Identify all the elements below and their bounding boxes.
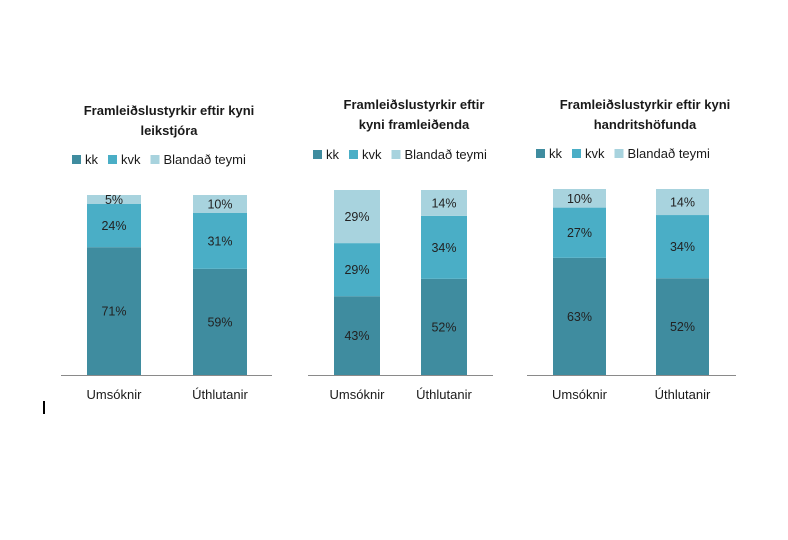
chart-2: Framleiðslustyrkir eftir kyni framleiðend… [308, 97, 493, 402]
data-label: 27% [567, 226, 592, 240]
data-label: 43% [344, 329, 369, 343]
legend-label: Blandað teymi [628, 146, 710, 161]
bar-segment-blandad [553, 189, 606, 208]
data-label: 31% [207, 234, 232, 248]
bar-segment-kvk [87, 204, 141, 248]
chart-title-line: Framleiðslustyrkir eftir [344, 97, 485, 112]
category-label: Úthlutanir [192, 387, 248, 402]
category-label: Umsóknir [87, 387, 143, 402]
chart-3: Framleiðslustyrkir eftir kyni handritshöf… [527, 97, 736, 402]
data-label: 14% [431, 196, 456, 210]
legend-label: kk [549, 146, 563, 161]
category-label: Umsóknir [552, 387, 608, 402]
legend-label: Blandað teymi [164, 152, 246, 167]
data-label: 52% [670, 320, 695, 334]
data-label: 5% [105, 193, 123, 207]
data-label: 10% [207, 198, 232, 212]
legend-label: kvk [585, 146, 605, 161]
legend-label: Blandað teymi [405, 147, 487, 162]
data-label: 59% [207, 315, 232, 329]
bar-segment-blandad [421, 190, 467, 216]
bar-segment-kk [334, 296, 380, 375]
category-label: Úthlutanir [416, 387, 472, 402]
bar-segment-kk [421, 278, 467, 375]
chart-title-line: Framleiðslustyrkir eftir kyni [84, 103, 255, 118]
legend-swatch-kvk [572, 149, 581, 158]
data-label: 24% [101, 219, 126, 233]
legend-swatch-kk [72, 155, 81, 164]
data-label: 63% [567, 310, 592, 324]
legend-swatch-blandad [614, 149, 624, 158]
bar-segment-kk [656, 278, 709, 375]
bar-segment-kvk [193, 213, 247, 269]
text-cursor [43, 401, 45, 414]
bar-segment-blandad [656, 189, 709, 216]
data-label: 34% [431, 241, 456, 255]
data-label: 29% [344, 263, 369, 277]
data-label: 71% [101, 305, 126, 319]
legend-label: kvk [362, 147, 382, 162]
data-label: 10% [567, 192, 592, 206]
bar-segment-kvk [421, 215, 467, 279]
legend-swatch-kvk [108, 155, 117, 164]
legend-label: kk [326, 147, 340, 162]
bar-segment-kk [193, 268, 247, 375]
legend-swatch-kk [536, 149, 545, 158]
category-label: Umsóknir [330, 387, 386, 402]
chart-title-line: leikstjóra [140, 123, 198, 138]
chart-1: Framleiðslustyrkir eftir kyni leikstjóra k… [61, 103, 272, 402]
bar-segment-kk [553, 257, 606, 375]
data-label: 14% [670, 196, 695, 210]
legend-label: kk [85, 152, 99, 167]
bar-segment-kk [87, 247, 141, 375]
legend-label: kvk [121, 152, 141, 167]
bar-segment-blandad [87, 195, 141, 204]
bar-segment-blandad [193, 195, 247, 213]
bar-segment-blandad [334, 190, 380, 244]
chart-title-line: handritshöfunda [594, 117, 697, 132]
legend-swatch-blandad [150, 155, 160, 164]
bar-segment-kvk [656, 215, 709, 279]
bar-segment-kvk [553, 207, 606, 258]
legend-swatch-kk [313, 150, 322, 159]
bar-segment-kvk [334, 243, 380, 297]
data-label: 52% [431, 320, 456, 334]
data-label: 34% [670, 240, 695, 254]
chart-title-line: Framleiðslustyrkir eftir kyni [560, 97, 731, 112]
legend-swatch-kvk [349, 150, 358, 159]
category-label: Úthlutanir [655, 387, 711, 402]
chart-title-line: kyni framleiðenda [359, 117, 470, 132]
legend-swatch-blandad [391, 150, 401, 159]
data-label: 29% [344, 210, 369, 224]
